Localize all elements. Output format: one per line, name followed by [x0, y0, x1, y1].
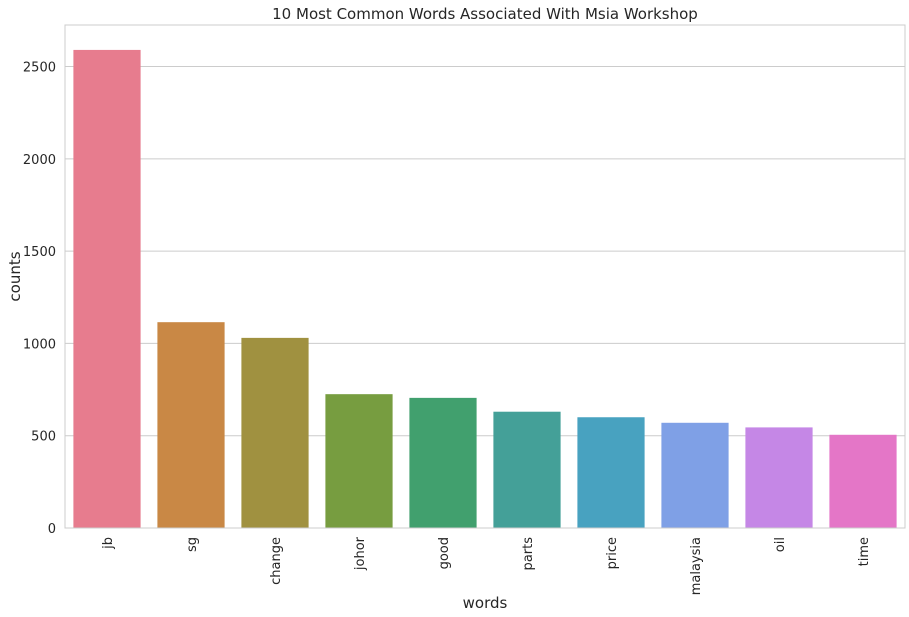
- y-tick-label: 1500: [23, 245, 56, 260]
- x-tick-label-time: time: [857, 537, 872, 566]
- bar-jb: [73, 49, 141, 529]
- y-tick-label: 0: [48, 522, 56, 537]
- y-tick-label: 2000: [23, 153, 56, 168]
- x-tick-label-malaysia: malaysia: [689, 537, 704, 595]
- y-tick-label: 500: [31, 430, 56, 445]
- plot-frame: [64, 24, 906, 529]
- x-axis-label: words: [463, 594, 508, 612]
- bars: [73, 49, 897, 529]
- y-tick-label: 1000: [23, 337, 56, 352]
- x-tick-label-price: price: [605, 537, 620, 569]
- y-axis-label: counts: [6, 251, 24, 301]
- bar-parts: [493, 411, 561, 528]
- x-tick-label-oil: oil: [773, 537, 788, 552]
- bar-sg: [157, 322, 225, 528]
- x-tick-label-jb: jb: [101, 537, 116, 550]
- chart-title: 10 Most Common Words Associated With Msi…: [272, 5, 698, 23]
- x-tick-label-parts: parts: [521, 537, 536, 571]
- bar-time: [829, 434, 897, 528]
- y-tick-label: 2500: [23, 61, 56, 76]
- bar-johor: [325, 394, 393, 528]
- x-tick-label-sg: sg: [185, 537, 200, 552]
- x-tick-label-good: good: [437, 537, 452, 569]
- bar-oil: [745, 427, 813, 528]
- y-tick-labels: 0 500 1000 1500 2000 2500: [23, 61, 56, 537]
- bar-change: [241, 337, 309, 528]
- x-tick-labels: jb sg change johor good parts price malaysia oil…: [101, 536, 872, 595]
- bar-good: [409, 397, 477, 528]
- x-tick-label-change: change: [269, 537, 284, 585]
- bar-malaysia: [661, 422, 729, 528]
- x-tick-label-johor: johor: [353, 536, 368, 571]
- bar-price: [577, 417, 645, 528]
